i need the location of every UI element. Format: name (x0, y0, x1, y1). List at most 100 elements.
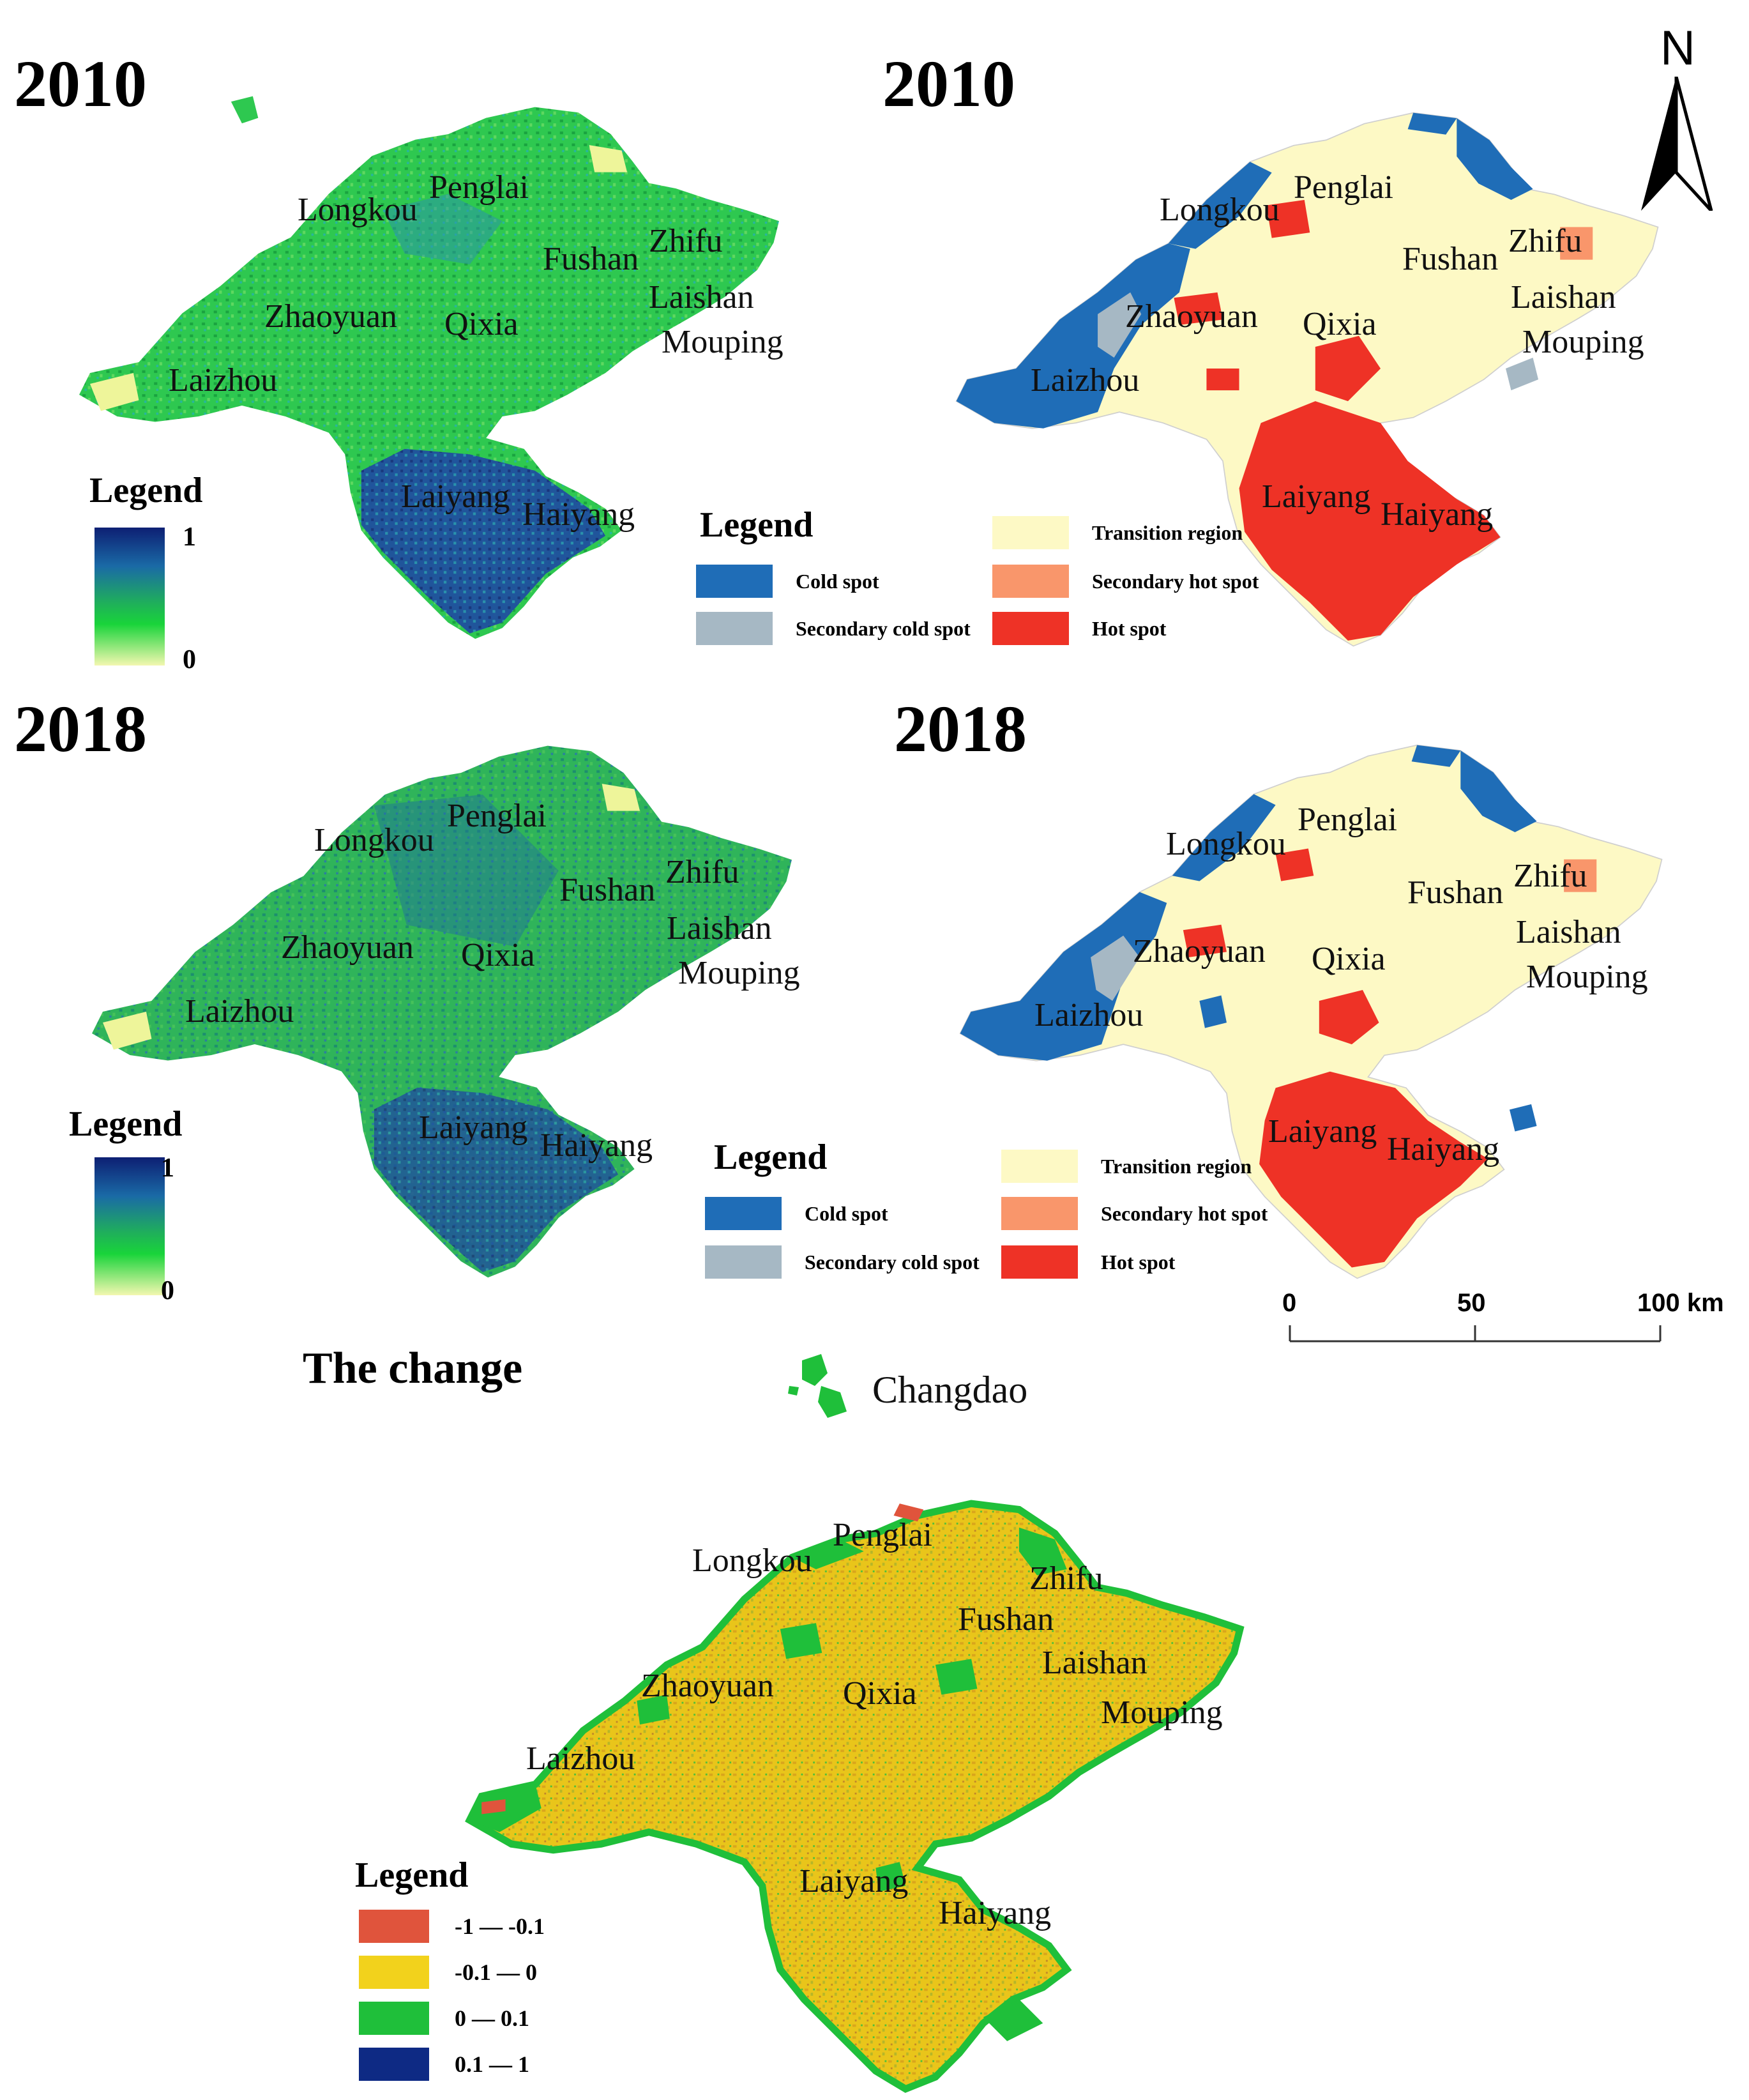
scale-tick-100: 100 km (1637, 1289, 1724, 1317)
change-title: The change (303, 1344, 523, 1393)
label-change-haiyang: Haiyang (939, 1895, 1052, 1931)
ramp-max-2010: 1 (183, 522, 196, 552)
map-2010-hotspot (955, 112, 1659, 647)
label-2010b-laishan: Laishan (1511, 279, 1616, 316)
legend-title-2010-index: Legend (89, 471, 203, 510)
scale-tick-50: 50 (1457, 1289, 1486, 1317)
legend-title-2010-hotspot: Legend (700, 505, 814, 545)
swatch-secondary-hot-spot (1001, 1197, 1078, 1230)
label-2018a-laiyang: Laiyang (419, 1109, 528, 1146)
legend-label-change-4: 0.1 — 1 (455, 2051, 529, 2077)
label-change-laiyang: Laiyang (799, 1863, 909, 1899)
label-2018b-haiyang: Haiyang (1387, 1131, 1500, 1168)
map-change (390, 1450, 1296, 2095)
legend-item-secondary-cold-spot-2010: Secondary cold spot (696, 612, 971, 645)
legend-label-change-2: -0.1 — 0 (455, 1959, 537, 1985)
legend-item-secondary-hot-spot-2010: Secondary hot spot (992, 565, 1259, 598)
legend-label-transition-region: Transition region (1092, 521, 1243, 544)
north-arrow-letter: N (1660, 21, 1695, 75)
label-2018a-mouping: Mouping (678, 955, 800, 991)
label-change-zhaoyuan: Zhaoyuan (641, 1668, 774, 1704)
label-2018b-laiyang: Laiyang (1268, 1113, 1377, 1150)
label-2018b-fushan: Fushan (1407, 874, 1504, 911)
year-2018-index: 2018 (14, 692, 147, 766)
swatch-secondary-cold-spot (696, 612, 773, 645)
label-2018a-longkou: Longkou (314, 822, 434, 858)
index-color-ramp-2010 (95, 528, 165, 666)
label-2018a-laizhou: Laizhou (185, 993, 294, 1030)
index-color-ramp-2018 (95, 1157, 165, 1295)
label-2010a-longkou: Longkou (298, 192, 418, 228)
label-2010a-penglai: Penglai (429, 169, 529, 206)
label-2018b-laizhou: Laizhou (1034, 997, 1144, 1033)
label-2010a-fushan: Fushan (543, 241, 639, 277)
label-2010a-laishan: Laishan (649, 279, 754, 316)
legend-label-cold-spot: Cold spot (796, 569, 879, 593)
ramp-min-2018: 0 (161, 1276, 174, 1305)
label-change-laishan: Laishan (1042, 1645, 1147, 1681)
label-2018a-fushan: Fushan (559, 872, 656, 908)
label-2018b-mouping: Mouping (1526, 959, 1648, 995)
legend-label-cold-spot: Cold spot (805, 1201, 888, 1225)
label-2018b-qixia: Qixia (1312, 941, 1386, 977)
scale-bar (1289, 1325, 1662, 1343)
label-2018b-zhaoyuan: Zhaoyuan (1133, 933, 1266, 970)
label-2010a-haiyang: Haiyang (522, 496, 635, 533)
legend-label-secondary-hot-spot: Secondary hot spot (1101, 1201, 1268, 1225)
swatch-change-neg-large (359, 1910, 429, 1943)
legend-item-cold-spot-2018: Cold spot (705, 1197, 888, 1230)
swatch-change-pos-large (359, 2048, 429, 2081)
label-2018b-zhifu: Zhifu (1513, 858, 1587, 894)
label-2018a-haiyang: Haiyang (540, 1127, 653, 1164)
year-2010-index: 2010 (14, 47, 147, 121)
label-2018a-zhaoyuan: Zhaoyuan (281, 929, 414, 966)
label-2010b-mouping: Mouping (1522, 324, 1644, 360)
label-2018b-laishan: Laishan (1516, 914, 1621, 950)
label-2010b-penglai: Penglai (1294, 169, 1393, 206)
legend-title-2018-hotspot: Legend (714, 1138, 828, 1177)
swatch-transition-region (1001, 1150, 1078, 1183)
label-2018b-penglai: Penglai (1298, 802, 1397, 838)
legend-item-cold-spot-2010: Cold spot (696, 565, 879, 598)
legend-label-change-1: -1 — -0.1 (455, 1914, 545, 1939)
label-change-longkou: Longkou (692, 1542, 812, 1579)
label-change-fushan: Fushan (958, 1601, 1054, 1638)
legend-label-hot-spot: Hot spot (1092, 616, 1167, 640)
label-change-qixia: Qixia (843, 1675, 917, 1712)
swatch-change-pos-small (359, 2002, 429, 2035)
legend-item-secondary-hot-spot-2018: Secondary hot spot (1001, 1197, 1268, 1230)
label-2018a-laishan: Laishan (667, 910, 772, 947)
legend-item-hot-spot-2010: Hot spot (992, 612, 1166, 645)
ramp-min-2010: 0 (183, 645, 196, 674)
label-2018a-penglai: Penglai (447, 798, 547, 834)
label-2010b-fushan: Fushan (1402, 241, 1499, 277)
swatch-cold-spot (705, 1197, 782, 1230)
north-arrow-icon (1641, 77, 1713, 211)
label-2010a-laizhou: Laizhou (169, 362, 278, 399)
legend-label-secondary-cold-spot: Secondary cold spot (805, 1250, 980, 1274)
legend-title-change: Legend (355, 1855, 469, 1895)
swatch-transition-region (992, 516, 1069, 549)
swatch-secondary-hot-spot (992, 565, 1069, 598)
legend-label-secondary-cold-spot: Secondary cold spot (796, 616, 971, 640)
label-2010a-laiyang: Laiyang (401, 478, 510, 515)
map-2010-index (79, 96, 779, 639)
scale-tick-0: 0 (1282, 1289, 1297, 1317)
label-2010a-zhaoyuan: Zhaoyuan (264, 298, 397, 335)
label-2010b-zhifu: Zhifu (1508, 223, 1582, 259)
label-changdao: Changdao (872, 1369, 1028, 1411)
year-2018-hotspot: 2018 (894, 692, 1027, 766)
legend-item-hot-spot-2018: Hot spot (1001, 1245, 1175, 1279)
label-change-penglai: Penglai (833, 1517, 932, 1553)
map-2018-hotspot (959, 744, 1663, 1279)
swatch-hot-spot (1001, 1245, 1078, 1279)
legend-label-transition-region: Transition region (1101, 1154, 1252, 1178)
label-change-laizhou: Laizhou (526, 1740, 635, 1777)
label-2018b-longkou: Longkou (1166, 826, 1286, 862)
legend-item-secondary-cold-spot-2018: Secondary cold spot (705, 1245, 980, 1279)
label-2018a-zhifu: Zhifu (665, 854, 739, 890)
year-2010-hotspot: 2010 (882, 47, 1015, 121)
changdao-island (788, 1354, 847, 1418)
label-change-zhifu: Zhifu (1029, 1560, 1103, 1597)
label-2018a-qixia: Qixia (461, 937, 535, 973)
